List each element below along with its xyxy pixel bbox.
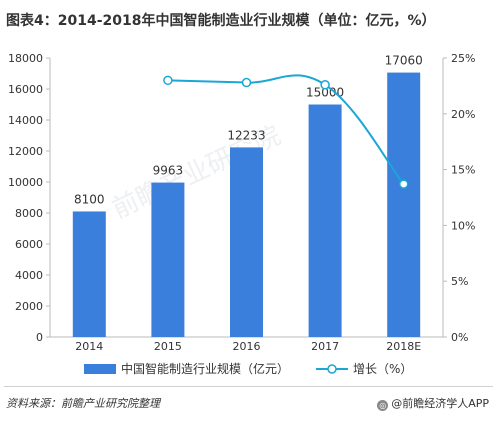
y-left-tick-label: 16000 [8, 83, 43, 96]
bar-value-label: 8100 [74, 192, 105, 206]
bar-2017[interactable] [308, 104, 342, 338]
x-tick-label: 2015 [154, 340, 182, 353]
y-right-tick-label: 5% [451, 275, 468, 288]
bar-2014[interactable] [72, 211, 106, 337]
bar-2018E[interactable] [387, 72, 421, 337]
y-left-tick-label: 2000 [15, 300, 43, 313]
brand-credit: ◎ @前瞻经济学人APP [377, 395, 489, 411]
bar-2016[interactable] [230, 147, 263, 337]
y-left-tick-label: 0 [36, 331, 43, 344]
y-right-tick-label: 10% [451, 219, 475, 232]
brand-logo-icon: ◎ [377, 400, 389, 411]
bar-value-label: 15000 [306, 86, 344, 100]
bar-2015[interactable] [151, 182, 185, 337]
y-right-tick-label: 0% [451, 331, 468, 344]
chart: 前瞻产业研究院 02000400060008000100001200014000… [8, 52, 475, 376]
growth-point-2015[interactable] [163, 75, 173, 86]
x-tick-label: 2016 [233, 340, 261, 353]
legend-line-marker [327, 364, 337, 374]
legend-bar-label: 中国智能制造行业规模（亿元） [121, 361, 289, 376]
y-left-tick-label: 6000 [15, 238, 43, 251]
chart-title: 图表4：2014-2018年中国智能制造业行业规模（单位：亿元，%） [6, 13, 436, 29]
y-left-tick-label: 4000 [15, 269, 43, 282]
legend-line-label: 增长（%） [353, 362, 412, 376]
growth-point-2017[interactable] [320, 80, 330, 90]
legend-bar-swatch [84, 364, 116, 374]
x-tick-label: 2014 [75, 340, 103, 353]
bar-value-label: 9963 [153, 164, 184, 178]
y-left-tick-label: 10000 [8, 176, 43, 189]
brand-text: @前瞻经济学人APP [391, 397, 489, 410]
y-left-tick-label: 8000 [15, 207, 43, 220]
growth-point-2018E[interactable] [398, 179, 409, 189]
x-tick-label: 2017 [311, 340, 339, 353]
bar-value-label: 12233 [227, 128, 265, 142]
y-right-tick-label: 25% [451, 52, 475, 65]
y-left-tick-label: 14000 [8, 114, 43, 127]
y-left-tick-label: 18000 [8, 52, 43, 65]
growth-line [167, 74, 405, 185]
y-right-tick-label: 15% [451, 164, 475, 177]
source-note: 资料来源：前瞻产业研究院整理 [6, 397, 160, 410]
y-right-tick-label: 20% [451, 108, 475, 121]
growth-point-2016[interactable] [241, 77, 252, 88]
x-tick-label: 2018E [386, 340, 421, 353]
footer-divider [4, 386, 493, 387]
y-left-tick-label: 12000 [8, 145, 43, 158]
bar-value-label: 17060 [385, 54, 423, 68]
